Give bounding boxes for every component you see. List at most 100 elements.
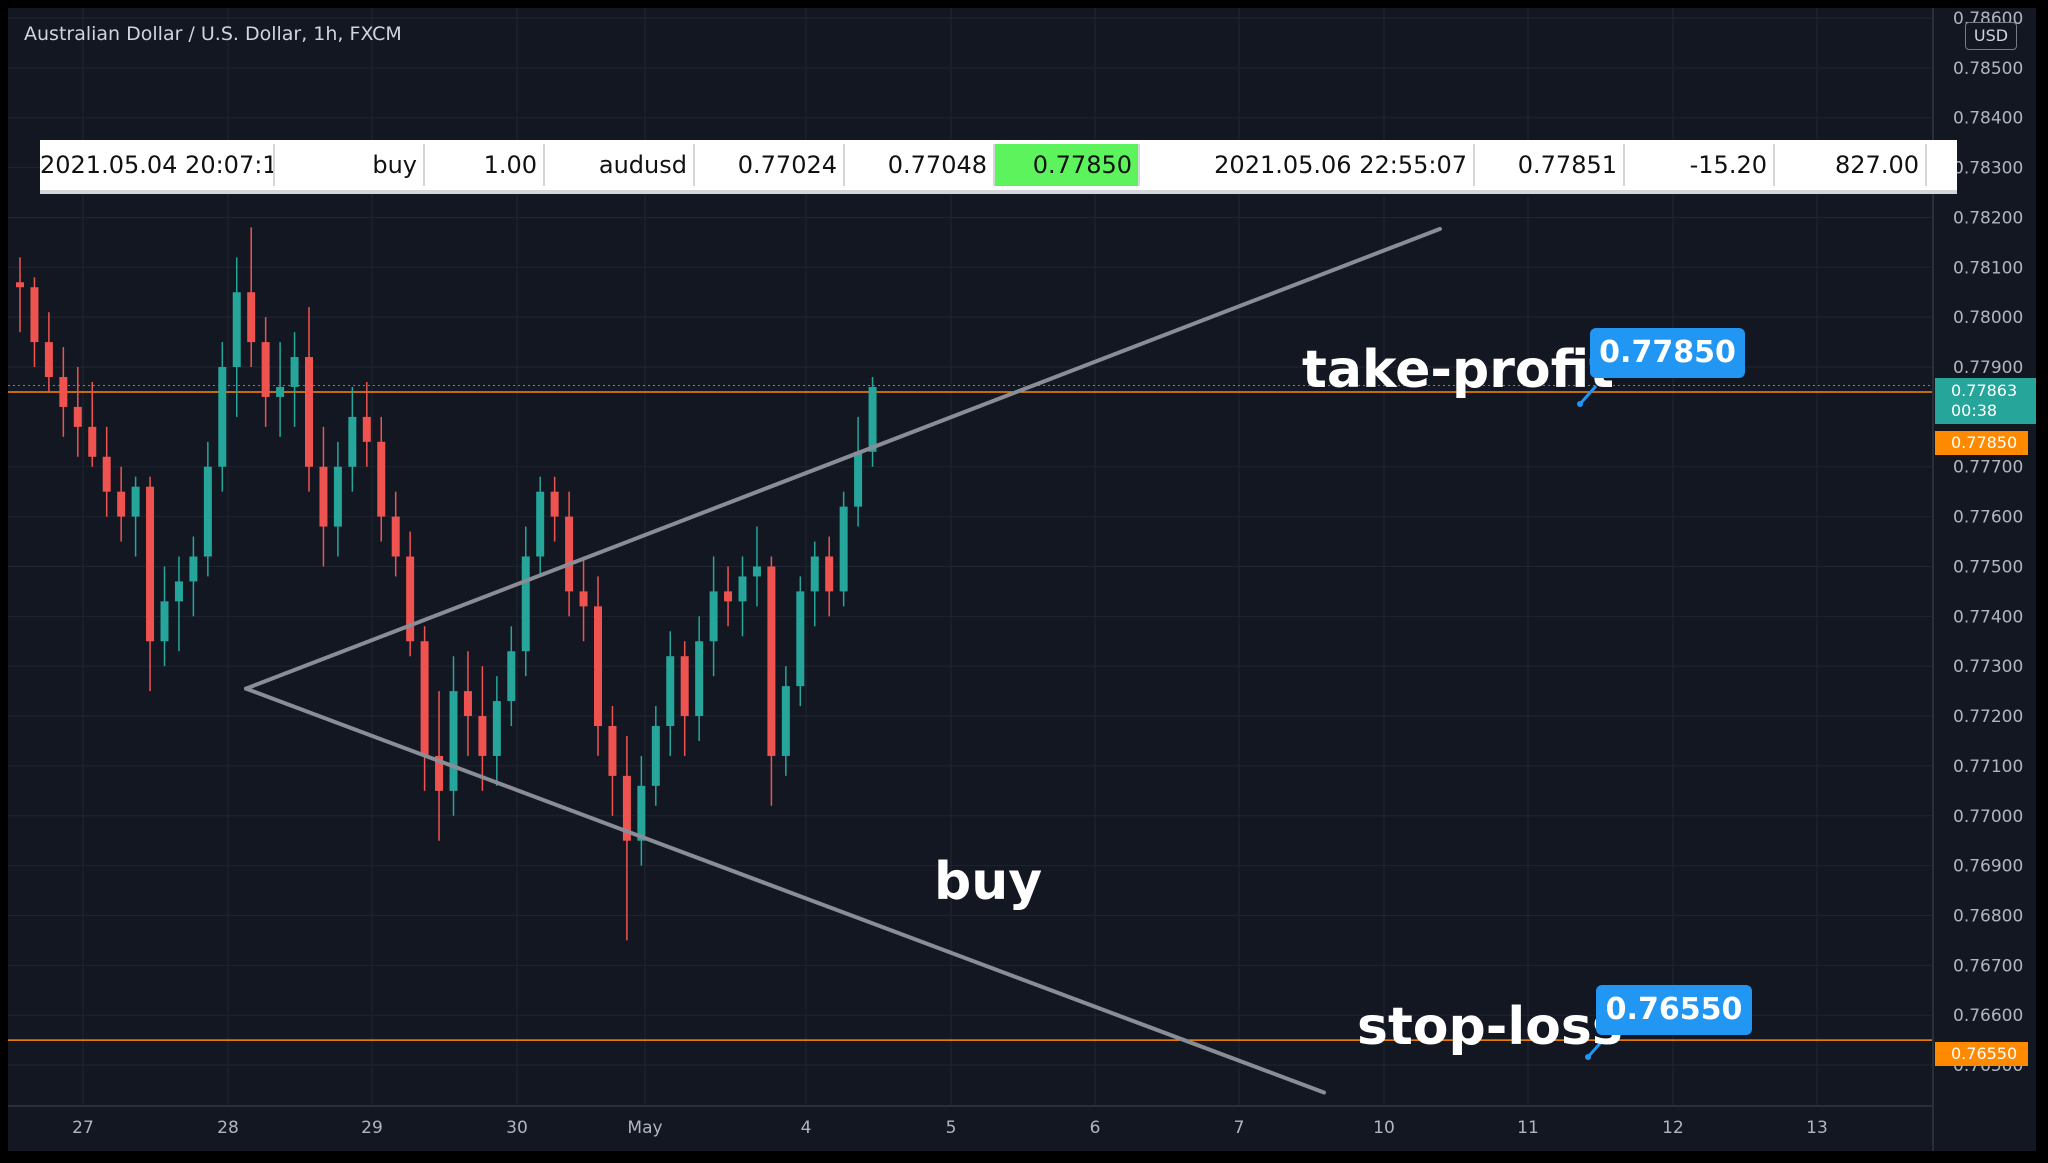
candle-body <box>637 785 646 841</box>
take-profit-callout: 0.77850 <box>1590 328 1745 378</box>
profit-cell: 827.00 <box>1775 144 1927 186</box>
candle-body <box>666 656 675 727</box>
y-tick-label: 0.78000 <box>1953 308 2023 328</box>
trade-info-table: 2021.05.04 20:07:16 buy 1.00 audusd 0.77… <box>40 140 1957 194</box>
candle-body <box>30 287 39 343</box>
candle-body <box>406 556 415 642</box>
candle-body <box>724 591 733 602</box>
direction-cell: buy <box>275 144 425 186</box>
candle-body <box>73 406 82 427</box>
close-price-cell: 0.77851 <box>1475 144 1625 186</box>
candle-body <box>391 516 400 557</box>
symbol-title: Australian Dollar / U.S. Dollar, 1h, FXC… <box>24 23 402 45</box>
candle-body <box>261 342 270 397</box>
candle-body <box>608 726 617 776</box>
candle-body <box>218 367 227 467</box>
candle-body <box>305 357 313 467</box>
open-price-cell: 0.77024 <box>695 144 845 186</box>
stop-loss-cell: 0.77048 <box>845 144 995 186</box>
y-tick-label: 0.77900 <box>1953 358 2023 378</box>
y-tick-label: 0.78200 <box>1953 208 2023 228</box>
currency-badge[interactable]: USD <box>1965 22 2017 50</box>
y-tick-label: 0.77400 <box>1953 607 2023 627</box>
stop-loss-pointer <box>1586 1038 1606 1058</box>
candle-body <box>579 591 588 607</box>
candle-body <box>333 466 342 527</box>
symbol-cell: audusd <box>545 144 695 186</box>
candle-body <box>290 357 299 387</box>
x-tick-label: 13 <box>1806 1118 1828 1138</box>
candle-body <box>507 651 516 702</box>
take-profit-pointer <box>1578 385 1598 405</box>
stop-loss-label: stop-loss <box>1357 997 1623 1057</box>
candle-body <box>550 491 559 517</box>
candle-body <box>362 416 371 442</box>
y-tick-label: 0.77600 <box>1953 508 2023 528</box>
x-tick-label: 30 <box>506 1118 528 1138</box>
candle-body <box>146 486 155 642</box>
stop-loss-anchor <box>1585 1054 1591 1060</box>
open-time-cell: 2021.05.04 20:07:16 <box>40 144 275 186</box>
candle-body <box>492 701 501 756</box>
stop-loss-callout: 0.76550 <box>1596 985 1752 1035</box>
y-tick-label: 0.76800 <box>1953 906 2023 926</box>
x-tick-label: 12 <box>1662 1118 1684 1138</box>
candle-body <box>59 376 68 407</box>
y-tick-label: 0.77300 <box>1953 657 2023 677</box>
candle-body <box>435 755 444 791</box>
candle-body <box>810 556 819 592</box>
take-profit-cell: 0.77850 <box>995 144 1140 186</box>
candle-body <box>88 426 97 457</box>
upper-trendline[interactable] <box>244 226 1442 691</box>
candle-body <box>319 466 328 527</box>
candle-body <box>825 556 834 592</box>
last-price-tag: 0.77863 00:38 <box>1935 378 2036 424</box>
chart-panel[interactable]: 0.76500 0.76600 0.76700 0.76800 0.76900 0.770… <box>8 8 2036 1151</box>
candle-body <box>781 686 790 756</box>
x-tick-label: May <box>627 1118 662 1138</box>
candle-body <box>536 491 545 557</box>
x-tick-label: 5 <box>946 1118 957 1138</box>
candle-body <box>478 716 487 756</box>
candle-body <box>189 556 198 582</box>
y-tick-label: 0.78500 <box>1953 59 2023 79</box>
candle-body <box>839 506 848 592</box>
y-tick-label: 0.76700 <box>1953 956 2023 976</box>
x-tick-label: 7 <box>1234 1118 1245 1138</box>
candle-body <box>709 591 718 642</box>
y-tick-label: 0.76600 <box>1953 1006 2023 1026</box>
candle-body <box>348 416 357 467</box>
candle-body <box>160 601 169 642</box>
candle-body <box>565 516 574 592</box>
candle-body <box>463 691 472 717</box>
y-tick-label: 0.77200 <box>1953 707 2023 727</box>
y-tick-label: 0.77100 <box>1953 757 2023 777</box>
candle-body <box>695 641 704 717</box>
candle-body <box>247 292 256 343</box>
candle-body <box>868 386 877 452</box>
candle-body <box>377 441 386 517</box>
y-tick-label: 0.77500 <box>1953 557 2023 577</box>
take-profit-price-tag: 0.77850 <box>1935 431 2028 455</box>
candle-body <box>16 282 24 288</box>
candle-body <box>117 491 126 517</box>
bar-countdown: 00:38 <box>1951 401 1998 420</box>
candle-body <box>131 486 140 517</box>
last-price-value: 0.77863 <box>1951 381 2018 400</box>
y-tick-label: 0.78100 <box>1953 258 2023 278</box>
buy-label: buy <box>934 852 1043 912</box>
lower-trendline[interactable] <box>244 686 1326 1095</box>
candle-body <box>449 691 458 791</box>
y-tick-label: 0.78400 <box>1953 109 2023 129</box>
candle-body <box>680 656 689 717</box>
x-tick-label: 11 <box>1517 1118 1539 1138</box>
candle-body <box>174 581 183 602</box>
candle-body <box>752 566 761 577</box>
candle-body <box>44 342 53 377</box>
candle-body <box>420 641 429 756</box>
x-tick-label: 28 <box>217 1118 239 1138</box>
close-time-cell: 2021.05.06 22:55:07 <box>1140 144 1475 186</box>
candle-body <box>594 606 602 727</box>
y-tick-label: 0.77000 <box>1953 807 2023 827</box>
candle-body <box>276 386 285 397</box>
